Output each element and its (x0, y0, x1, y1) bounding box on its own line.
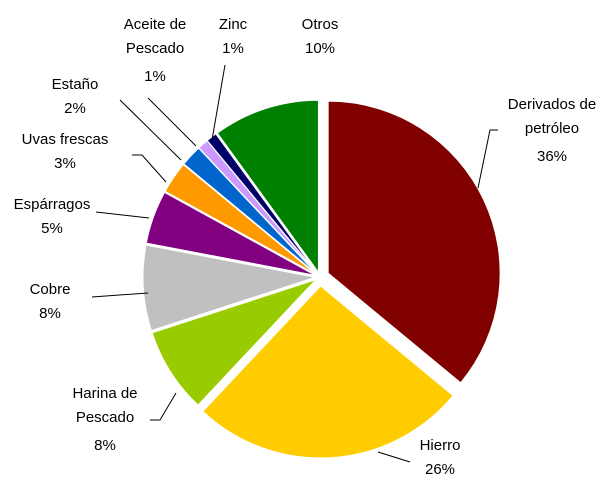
slice-percent: 2% (64, 100, 86, 117)
pie-slice (206, 133, 318, 274)
pie-slice (216, 99, 319, 274)
slice-percent: 10% (304, 40, 336, 57)
leader-line (377, 451, 411, 463)
slice-label: Zinc (218, 16, 248, 33)
slice-percent: 1% (144, 68, 166, 85)
slice-percent: 8% (94, 437, 116, 454)
slice-label: Cobre (29, 281, 71, 298)
pie-slice (164, 163, 317, 275)
slice-label: Derivados de petróleo (507, 96, 597, 137)
slice-label: Hierro (419, 437, 461, 454)
leader-line (95, 211, 150, 219)
slice-percent: 8% (39, 305, 61, 322)
slice-percent: 26% (424, 461, 456, 478)
slice-percent: 1% (222, 40, 244, 57)
slice-percent: 3% (54, 155, 76, 172)
slice-percent: 5% (41, 220, 63, 237)
leader-line (150, 392, 177, 421)
leader-line (119, 99, 182, 161)
slice-percent: 36% (536, 148, 568, 165)
leader-line (132, 154, 167, 183)
slice-label: Uvas frescas (21, 131, 109, 148)
slice-label: Harina de Pescado (72, 385, 138, 426)
slice-label: Otros (301, 16, 339, 33)
leader-line (147, 97, 197, 147)
leader-line (91, 292, 149, 298)
leader-line (477, 129, 498, 189)
slice-label: Aceite de Pescado (123, 16, 187, 57)
pie-slice (202, 285, 454, 459)
slice-label: Estaño (51, 76, 99, 93)
pie-slice (151, 279, 317, 406)
slice-label: Espárragos (13, 196, 91, 213)
pie-slice (327, 100, 501, 384)
pie-slice (145, 191, 316, 276)
leader-line (211, 64, 226, 141)
pie-slice (142, 244, 316, 332)
